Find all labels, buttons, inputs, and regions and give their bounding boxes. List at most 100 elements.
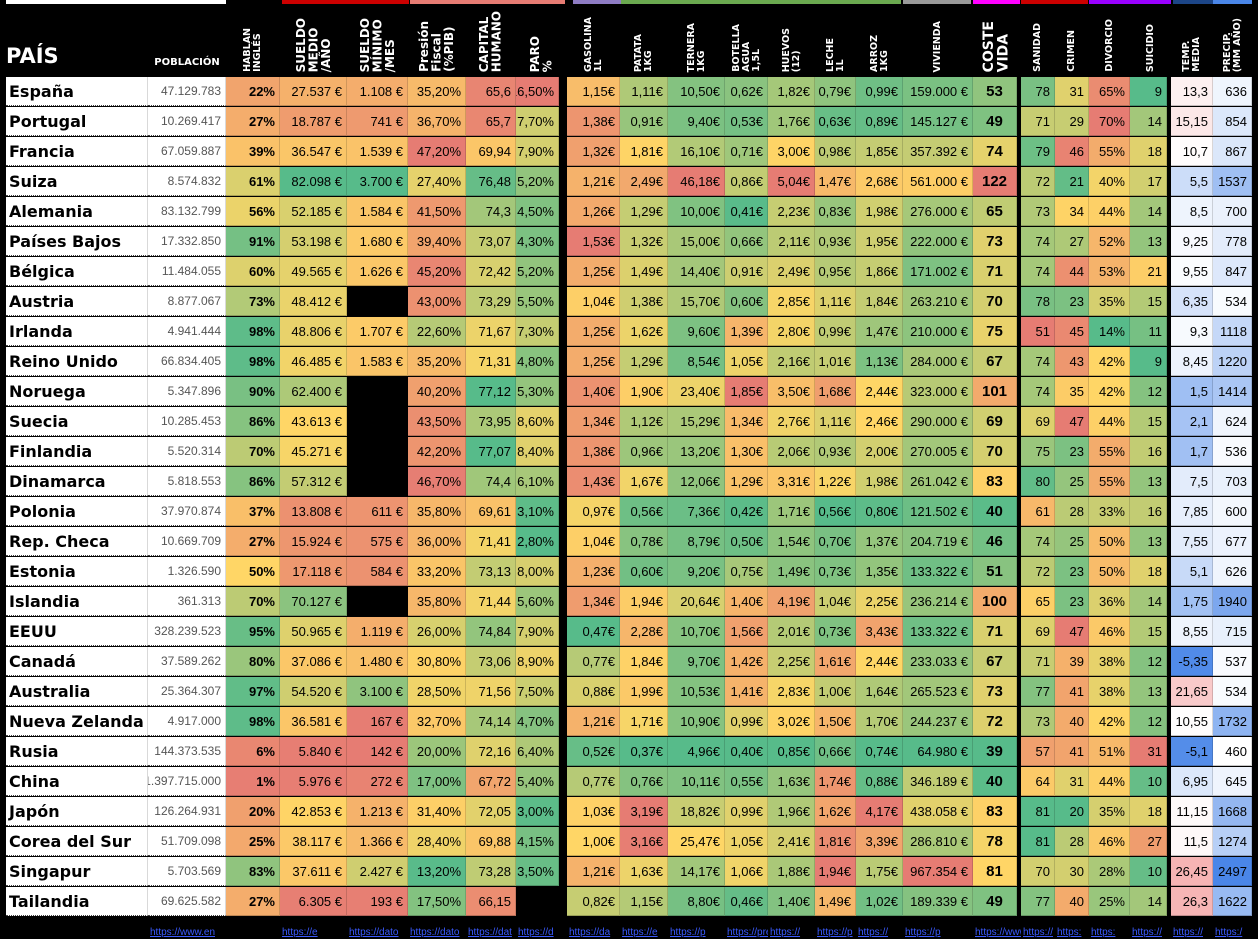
- data-cell: 2,25€: [768, 647, 815, 676]
- data-cell: 14,40€: [668, 257, 725, 286]
- data-cell: 0,99€: [815, 317, 856, 346]
- data-cell: 8,40%: [516, 437, 559, 466]
- column-header[interactable]: SUICIDIO: [1130, 6, 1171, 72]
- data-cell: [347, 587, 408, 616]
- source-link[interactable]: https://p: [905, 927, 941, 938]
- country-name: Canadá: [6, 647, 148, 676]
- data-cell: 1,84€: [620, 647, 668, 676]
- source-link[interactable]: https://: [770, 927, 801, 938]
- column-header[interactable]: VIVIENDA: [903, 6, 973, 72]
- source-link[interactable]: https://da: [569, 927, 611, 938]
- data-cell: 0,40€: [725, 737, 768, 766]
- data-cell: 0,95€: [815, 257, 856, 286]
- column-header[interactable]: SUELDO MEDIO /AÑO: [280, 6, 347, 72]
- header-poblacion[interactable]: POBLACIÓN: [154, 57, 220, 68]
- data-cell: 1,29€: [620, 347, 668, 376]
- source-link[interactable]: https://www.en: [150, 927, 216, 938]
- source-link[interactable]: https://: [1173, 927, 1204, 938]
- data-cell: 83: [973, 797, 1017, 826]
- data-cell: 9,3: [1171, 317, 1213, 346]
- column-header[interactable]: SANIDAD: [1021, 6, 1055, 72]
- data-cell: -5,1: [1171, 737, 1213, 766]
- data-cell: 21: [1055, 167, 1089, 196]
- data-cell: 5,1: [1171, 557, 1213, 586]
- data-cell: 54.520 €: [280, 677, 347, 706]
- column-header-label: TERNERA 1KG: [685, 22, 707, 72]
- data-cell: 7,50%: [516, 677, 559, 706]
- source-link[interactable]: https://: [1132, 927, 1163, 938]
- source-link[interactable]: https://: [858, 927, 889, 938]
- country-name: Suiza: [6, 167, 148, 196]
- source-link[interactable]: https://e: [282, 927, 318, 938]
- data-cell: 91%: [226, 227, 280, 256]
- data-cell: 1,35€: [856, 557, 903, 586]
- source-link[interactable]: https://dat: [468, 927, 512, 938]
- data-cell: 53.198 €: [280, 227, 347, 256]
- data-cell: 1,05€: [725, 347, 768, 376]
- data-cell: 677: [1213, 527, 1252, 556]
- data-cell: 1622: [1213, 887, 1252, 916]
- source-link[interactable]: https://dato: [410, 927, 460, 938]
- data-cell: 9,55: [1171, 257, 1213, 286]
- data-cell: 48.412 €: [280, 287, 347, 316]
- source-link[interactable]: https:: [1091, 927, 1116, 938]
- population-value: 144.373.535: [148, 737, 226, 766]
- data-cell: 34: [1055, 197, 1089, 226]
- source-link[interactable]: https://dato: [349, 927, 399, 938]
- data-cell: 8,00%: [516, 557, 559, 586]
- column-header[interactable]: CAPITAL HUMANO: [466, 6, 516, 72]
- column-header[interactable]: CRIMEN: [1055, 6, 1089, 72]
- data-cell: 15: [1130, 617, 1167, 646]
- source-link[interactable]: https://d: [518, 927, 554, 938]
- column-header[interactable]: Presión Fiscal (%PIB): [408, 6, 466, 72]
- data-cell: 17: [1130, 167, 1167, 196]
- country-name: Dinamarca: [6, 467, 148, 496]
- data-cell: 49.565 €: [280, 257, 347, 286]
- column-header[interactable]: COSTE VIDA: [973, 6, 1021, 72]
- data-cell: 575 €: [347, 527, 408, 556]
- data-cell: 20,64€: [668, 587, 725, 616]
- data-cell: 3,31€: [768, 467, 815, 496]
- source-link[interactable]: https://p: [817, 927, 853, 938]
- source-link[interactable]: https:: [1057, 927, 1082, 938]
- data-cell: 1.626 €: [347, 257, 408, 286]
- country-name: Irlanda: [6, 317, 148, 346]
- country-name: Países Bajos: [6, 227, 148, 256]
- column-header[interactable]: DIVORCIO: [1089, 6, 1130, 72]
- data-cell: 9,25: [1171, 227, 1213, 256]
- data-cell: 1,41€: [725, 677, 768, 706]
- column-header[interactable]: HABLAN INGLÉS: [226, 6, 280, 72]
- data-cell: 8,45: [1171, 347, 1213, 376]
- column-header[interactable]: LECHE 1L: [815, 6, 856, 72]
- column-header[interactable]: PARO %: [516, 6, 567, 72]
- data-cell: 28,50%: [408, 677, 466, 706]
- data-cell: 0,93€: [815, 437, 856, 466]
- country-name: Polonia: [6, 497, 148, 526]
- data-cell: 20,00%: [408, 737, 466, 766]
- column-header[interactable]: SUELDO MÍNIMO /MES: [347, 6, 408, 72]
- column-header[interactable]: HUEVOS (12): [768, 6, 815, 72]
- source-link[interactable]: https://pre: [727, 927, 768, 938]
- source-link[interactable]: https:/: [1215, 927, 1243, 938]
- data-cell: 42%: [1089, 377, 1130, 406]
- column-header[interactable]: ARROZ 1KG: [856, 6, 903, 72]
- column-header[interactable]: TEMP. MEDIA: [1171, 6, 1213, 72]
- data-cell: 8,80€: [668, 887, 725, 916]
- column-header[interactable]: PATATA 1KG: [620, 6, 668, 72]
- data-cell: 3,43€: [856, 617, 903, 646]
- data-cell: 31: [1130, 737, 1167, 766]
- data-cell: 1,04€: [567, 527, 620, 556]
- column-header-label: PATATA 1KG: [633, 33, 654, 72]
- column-header[interactable]: TERNERA 1KG: [668, 6, 725, 72]
- column-header[interactable]: BOTELLA AGUA 1,5L: [725, 6, 768, 72]
- source-link[interactable]: https://www.fi: [975, 927, 1021, 938]
- source-link[interactable]: https://p: [670, 927, 706, 938]
- data-cell: 2,00€: [856, 437, 903, 466]
- data-cell: 1,37€: [856, 527, 903, 556]
- source-link[interactable]: https://e: [622, 927, 658, 938]
- header-pais[interactable]: PAÍS: [6, 44, 59, 68]
- source-link[interactable]: https://: [1023, 927, 1054, 938]
- data-cell: 12,06€: [668, 467, 725, 496]
- column-header[interactable]: PRECIP. (MM AÑO): [1213, 6, 1252, 72]
- column-header[interactable]: GASOLINA 1L: [567, 6, 620, 72]
